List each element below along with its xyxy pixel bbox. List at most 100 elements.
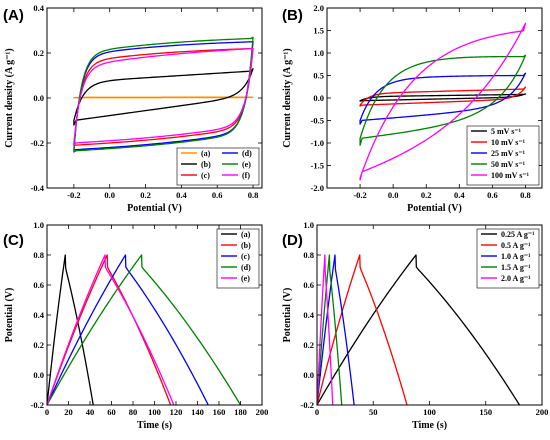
x-tick-label: 60 [107,407,116,417]
x-tick-label: 180 [234,407,247,417]
y-axis-title: Potential (V) [4,288,15,343]
x-axis-title: Potential (V) [127,203,182,214]
x-tick-label: 200 [256,407,269,417]
series-line-4 [317,254,334,405]
legend-entry-1: (b) [201,160,211,169]
x-tick-label: 160 [213,407,226,417]
x-tick-label: 150 [479,407,492,417]
x-tick-label: 0.2 [140,190,151,200]
x-tick-label: 120 [170,407,183,417]
legend-entry-0: 0.25 A g⁻¹ [501,230,535,239]
legend-entry-5: (f) [242,171,250,180]
x-tick-label: 200 [536,407,549,417]
y-tick-label: 0.6 [303,280,314,290]
y-tick-label: -2.0 [311,183,324,193]
y-tick-label: 0.8 [33,250,44,260]
legend-entry-3: (d) [241,263,251,272]
x-tick-label: 0.0 [104,190,115,200]
series-line-1 [73,68,254,126]
series-line-1 [317,254,408,405]
y-tick-label: 1.0 [313,48,324,58]
x-tick-label: 80 [129,407,138,417]
legend-entry-0: (a) [241,230,251,239]
panel-2: 0 20 40 60 80 100 120 140 160 180 200 -0.2 0.0 0.2 0.4… [3,220,268,431]
x-tick-label: -0.2 [67,190,80,200]
legend-entry-4: 100 mV s⁻¹ [491,171,530,180]
x-tick-label: -0.2 [353,190,366,200]
legend-entry-0: (a) [201,149,211,158]
series-group [317,254,521,405]
y-tick-label: 0.2 [33,48,44,58]
series-line-0 [359,93,527,102]
y-tick-label: 0.5 [313,71,324,81]
legend-entry-3: 1.5 A g⁻¹ [501,263,531,272]
y-tick-label: 0.2 [303,340,314,350]
legend-box [216,228,260,289]
y-tick-label: 0.0 [33,370,44,380]
y-tick-label: 0.4 [33,310,44,320]
x-tick-label: 0 [45,407,49,417]
series-line-1 [47,254,172,405]
legend: (a) (b) (c) (d) (e) (f) [176,147,260,186]
series-line-3 [317,254,343,405]
legend-entry-0: 5 mV s⁻¹ [491,127,522,136]
legend-entry-2: 1.0 A g⁻¹ [501,252,531,261]
legend-entry-1: 10 mV s⁻¹ [491,138,526,147]
series-line-4 [73,36,254,153]
series-line-4 [47,254,175,405]
legend-entry-4: (e) [241,274,250,283]
legend: (a) (b) (c) (d) (e) [216,228,260,289]
y-tick-label: 1.5 [313,26,324,36]
panel-0: -0.2 0.0 0.2 0.4 0.6 0.8 -0.4 -0.2 0.0 0.2 0.4 Pote… [3,3,263,214]
series-line-3 [47,254,242,405]
series-line-0 [47,254,94,405]
y-tick-label: 1.0 [303,220,314,230]
panel-label: (C) [3,232,24,249]
legend: 5 mV s⁻¹ 10 mV s⁻¹ 25 mV s⁻¹ 50 mV s⁻¹ 100 m… [466,125,540,186]
series-line-2 [47,254,209,405]
x-tick-label: 40 [86,407,95,417]
y-tick-label: 0.0 [313,93,324,103]
series-line-2 [317,254,355,405]
legend-box [176,147,260,186]
legend: 0.25 A g⁻¹ 0.5 A g⁻¹ 1.0 A g⁻¹ 1.5 A g⁻¹ 2.0… [476,228,540,289]
panel-label: (B) [282,7,303,24]
panel-1: -0.2 0.0 0.2 0.4 0.6 0.8 -2.0 -1.5 -1.0 -0.5 0.0 0.… [282,3,543,214]
x-tick-label: 0.8 [520,190,531,200]
x-tick-label: 50 [369,407,378,417]
series-line-5 [73,47,254,146]
y-tick-label: 0.0 [33,93,44,103]
y-tick-label: -0.5 [311,116,324,126]
x-tick-label: 0.4 [176,190,187,200]
y-tick-label: -0.2 [31,138,44,148]
legend-entry-1: (b) [241,241,251,250]
x-tick-label: 0.4 [454,190,465,200]
panel-3: 0 50 100 150 200 -0.2 0.0 0.2 0.4 0.6 0.8 1.0 Time (… [282,220,548,431]
y-tick-label: -0.4 [31,183,45,193]
legend-entry-1: 0.5 A g⁻¹ [501,241,531,250]
y-tick-label: 0.2 [33,340,44,350]
x-tick-label: 0.0 [388,190,399,200]
series-group [73,36,254,153]
series-line-0 [317,254,521,405]
x-tick-label: 100 [423,407,436,417]
y-axis-title: Current density (A g⁻¹) [4,48,15,147]
legend-entry-4: 2.0 A g⁻¹ [501,274,531,283]
x-tick-label: 0.6 [212,190,223,200]
legend-entry-4: (e) [242,160,251,169]
legend-entry-3: 50 mV s⁻¹ [491,160,526,169]
y-tick-label: -0.2 [301,400,314,410]
legend-entry-2: (c) [241,252,250,261]
y-tick-label: -1.0 [311,138,324,148]
y-tick-label: 1.0 [33,220,44,230]
x-tick-label: 20 [64,407,73,417]
series-group [359,22,527,181]
y-axis-title: Current density (A g⁻¹) [282,48,293,147]
legend-entry-2: (c) [201,171,210,180]
series-line-4 [359,22,527,181]
y-tick-label: -1.5 [311,161,324,171]
y-tick-label: 0.4 [33,3,44,13]
series-line-1 [359,86,527,107]
y-axis-title: Potential (V) [282,288,293,343]
series-group [47,254,242,405]
